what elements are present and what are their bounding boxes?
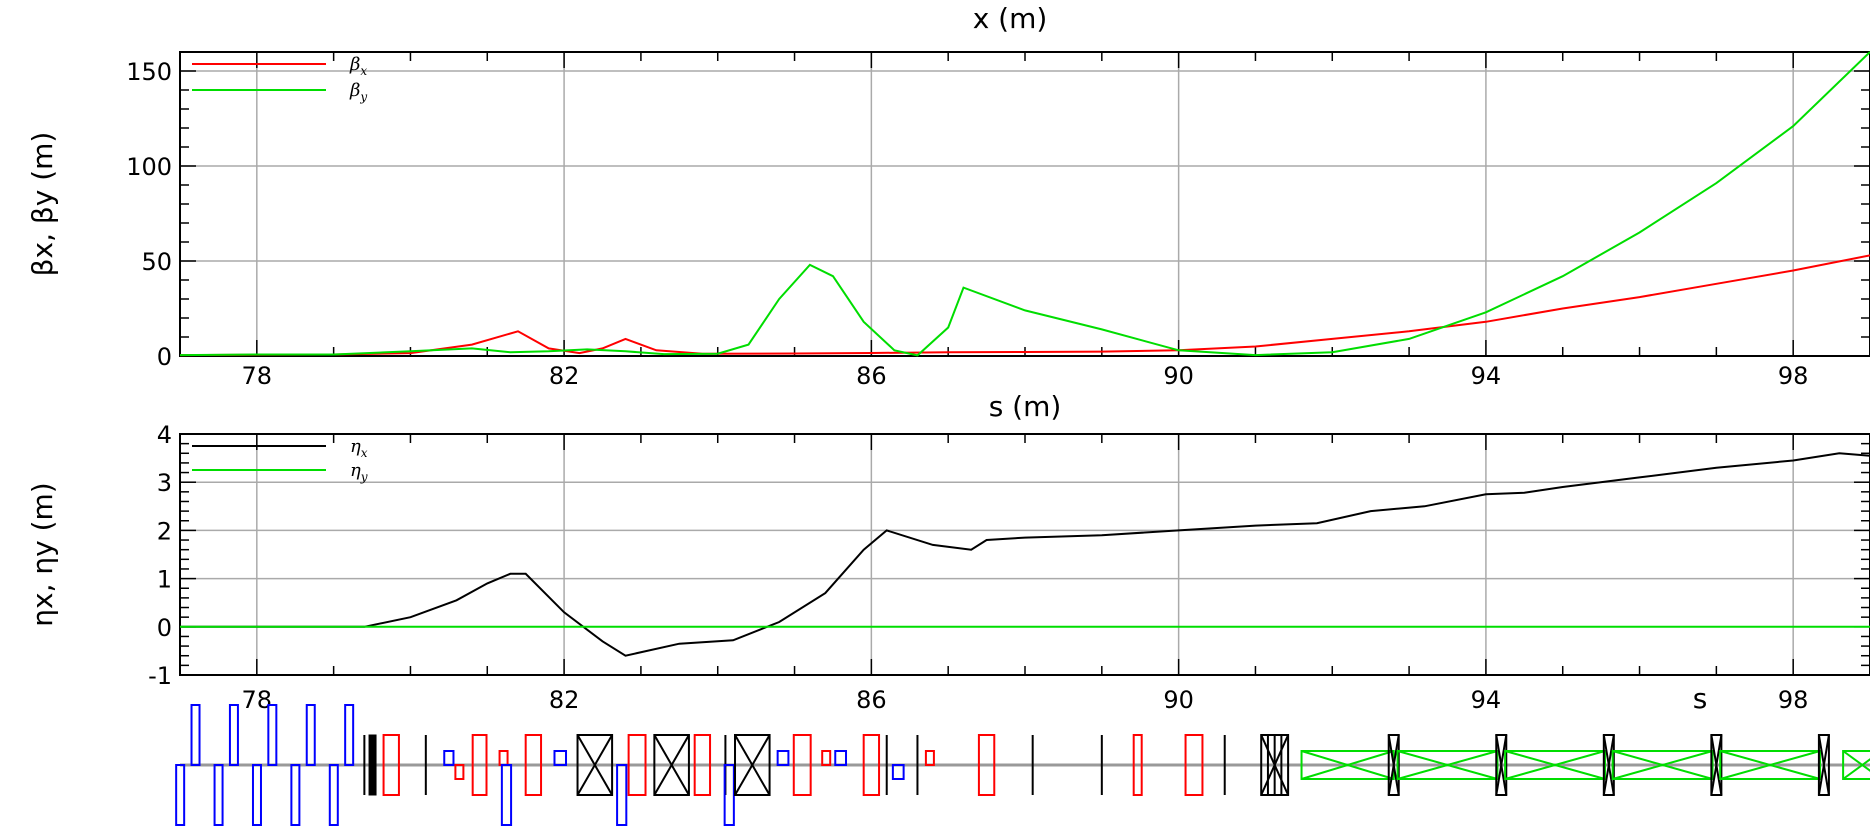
lattice-small-14 [444, 751, 453, 765]
lattice-bend-6 [291, 765, 299, 825]
y-tick-label: 0 [157, 343, 172, 371]
lattice-bend-1 [192, 705, 200, 765]
series-line-0 [180, 453, 1870, 655]
lattice-bend-2 [215, 765, 223, 825]
lattice-small-20 [554, 751, 566, 765]
lattice-small-32 [835, 751, 846, 765]
x-axis-label: s [1693, 682, 1708, 715]
lattice-block-11 [369, 735, 376, 795]
y-axis-label: βx, βy (m) [26, 132, 59, 277]
y-tick-label: 0 [157, 614, 172, 642]
top-axis-title: x (m) [973, 2, 1048, 35]
lattice-bend-5 [268, 705, 276, 765]
lattice-bend-8 [330, 765, 338, 825]
legend-label-0: ηx [350, 436, 368, 460]
lattice-small-35 [893, 765, 904, 779]
y-tick-label: 4 [157, 421, 172, 449]
lattice-small-15 [455, 765, 463, 779]
x-tick-label: 98 [1778, 686, 1809, 714]
x-tick-label: 86 [856, 362, 887, 390]
y-tick-label: 50 [141, 248, 172, 276]
legend-label-1: βy [349, 80, 367, 104]
legend-label-1: ηy [350, 460, 368, 484]
x-tick-label: 94 [1471, 686, 1502, 714]
lattice-bend-7 [307, 705, 315, 765]
y-axis-label: ηx, ηy (m) [26, 482, 59, 626]
series-line-1 [180, 52, 1870, 355]
lattice-layout [176, 705, 1870, 825]
plot-frame [180, 434, 1870, 675]
lattice-bend-0 [176, 765, 184, 825]
series-line-0 [180, 255, 1870, 355]
lattice-small-37 [926, 751, 934, 765]
lattice-bend-22 [617, 765, 626, 825]
y-tick-label: 2 [157, 517, 172, 545]
y-tick-label: 3 [157, 469, 172, 497]
lattice-bend-18 [502, 765, 511, 825]
x-tick-label: 82 [549, 362, 580, 390]
lattice-bend-3 [230, 705, 238, 765]
x-tick-label: 94 [1471, 362, 1502, 390]
y-tick-label: 150 [126, 58, 172, 86]
legend-label-0: βx [349, 54, 367, 78]
x-tick-label: 90 [1163, 686, 1194, 714]
x-tick-label: 90 [1163, 362, 1194, 390]
x-tick-label: 98 [1778, 362, 1809, 390]
lattice-small-29 [778, 751, 789, 765]
x-axis-label: s (m) [989, 390, 1062, 423]
y-tick-label: 1 [157, 566, 172, 594]
y-tick-label: -1 [148, 662, 172, 690]
lattice-small-31 [822, 751, 830, 765]
x-tick-label: 78 [242, 362, 273, 390]
x-tick-label: 86 [856, 686, 887, 714]
x-tick-label: 82 [549, 686, 580, 714]
lattice-bend-9 [345, 705, 353, 765]
lattice-small-17 [500, 751, 508, 765]
lattice-bend-4 [253, 765, 261, 825]
y-tick-label: 100 [126, 153, 172, 181]
